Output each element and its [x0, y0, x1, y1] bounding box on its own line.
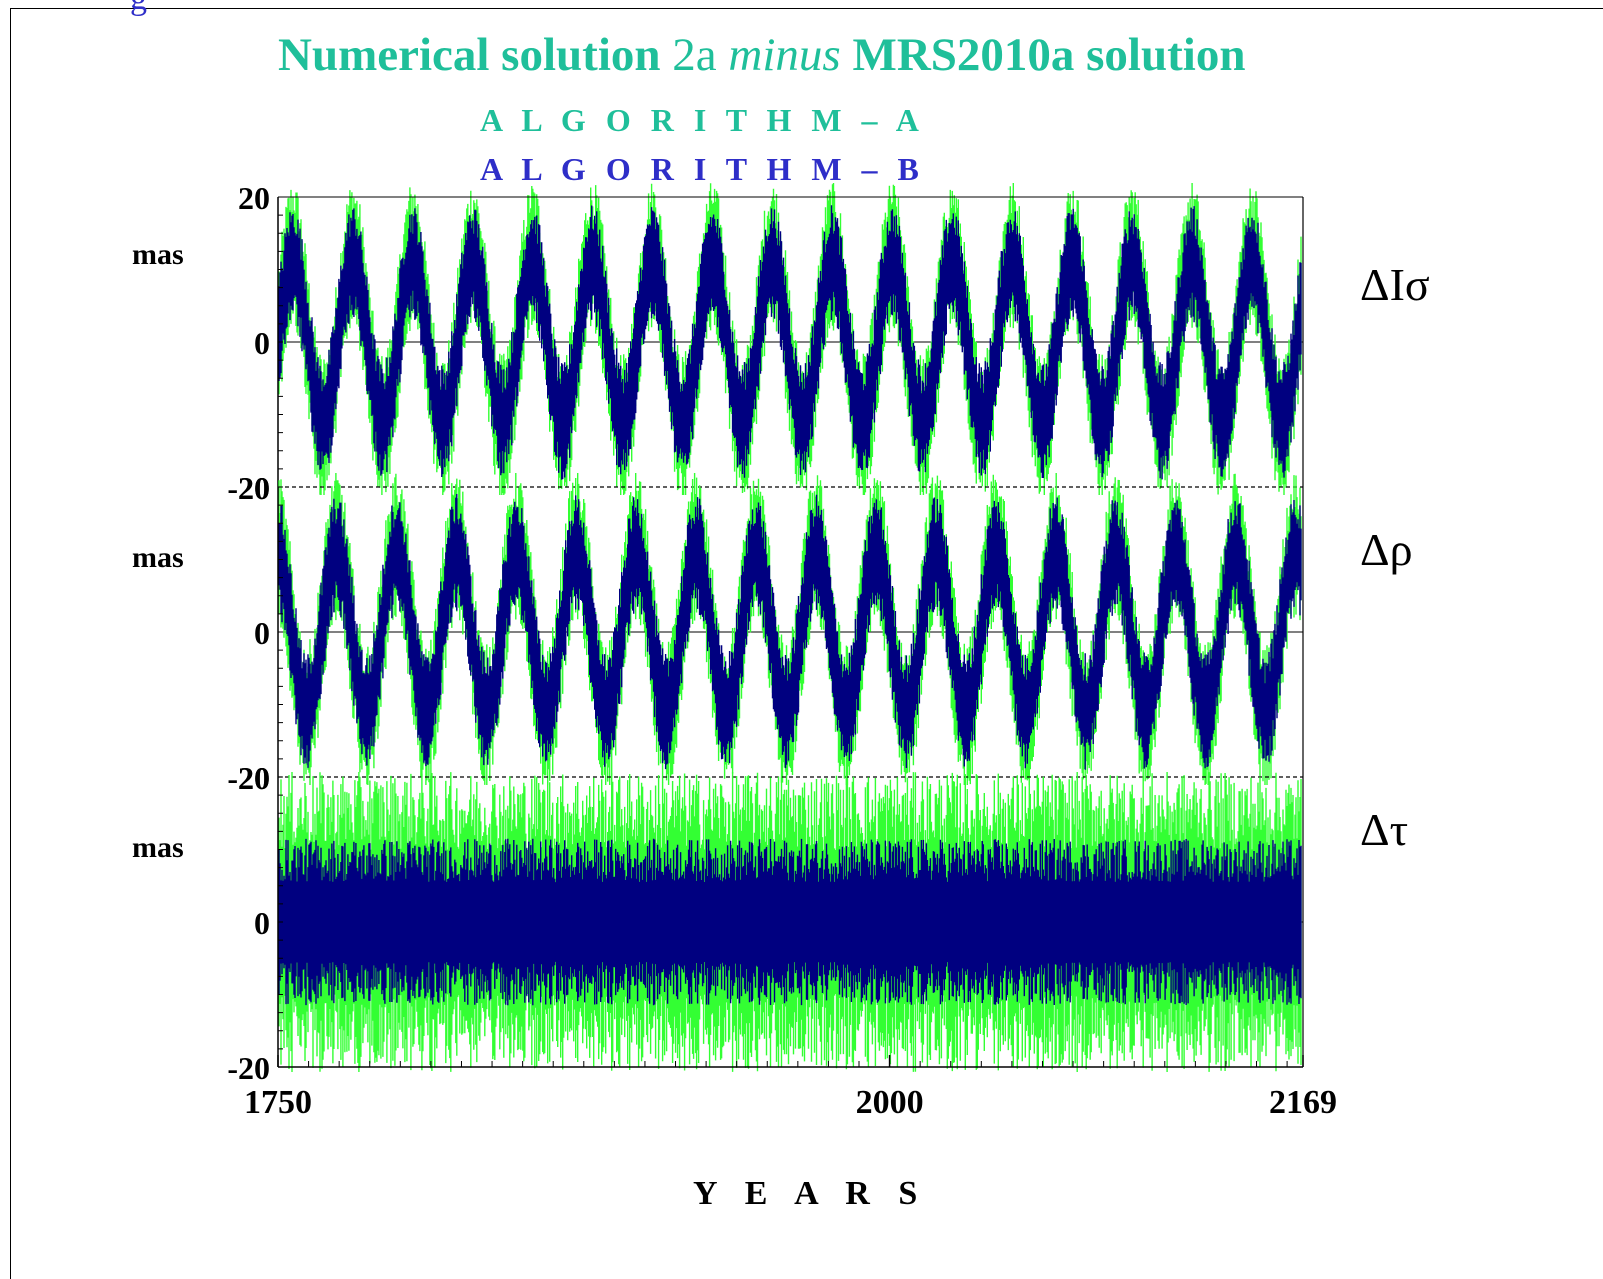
y-tick-label: -20: [227, 760, 270, 796]
y-tick-label: -20: [227, 1050, 270, 1086]
legend-algorithm-b: A L G O R I T H M – B: [480, 151, 925, 187]
y-tick-label: -20: [227, 470, 270, 506]
x-axis-title: Y E A R S: [693, 1175, 928, 1212]
y-tick-label: 0: [254, 615, 270, 651]
series-algorithm-b-panel-2: [278, 494, 1302, 770]
y-tick-label: 0: [254, 325, 270, 361]
series-algorithm-b-panel-1: [278, 205, 1302, 480]
y-tick-label: 20: [238, 470, 270, 506]
y-tick-label: 20: [238, 760, 270, 796]
y-tick-label: 0: [254, 905, 270, 941]
figure-frame: [10, 8, 1603, 1279]
x-tick-label: 2169: [1269, 1084, 1337, 1121]
y-axis-label: mas: [132, 238, 184, 271]
title-part-2: 2a: [672, 29, 717, 81]
legend-algorithm-a: A L G O R I T H M – A: [480, 102, 925, 138]
chart-title: Numerical solution 2a minus MRS2010a sol…: [278, 32, 1245, 79]
title-part-3: minus: [728, 29, 841, 81]
panel-label: ΔIσ: [1360, 259, 1430, 310]
y-axis-label: mas: [132, 541, 184, 574]
title-part-1: Numerical solution: [278, 29, 661, 81]
y-axis-label: mas: [132, 831, 184, 864]
title-part-4: MRS2010a solution: [852, 29, 1246, 81]
x-tick-label: 2000: [856, 1084, 924, 1121]
y-tick-label: 20: [238, 180, 270, 216]
x-tick-label: 1750: [244, 1084, 312, 1121]
corner-glyph: g: [130, 0, 147, 18]
series-algorithm-b-panel-3: [278, 838, 1302, 1006]
panel-label: Δρ: [1360, 524, 1413, 575]
panel-label: Δτ: [1360, 804, 1408, 855]
